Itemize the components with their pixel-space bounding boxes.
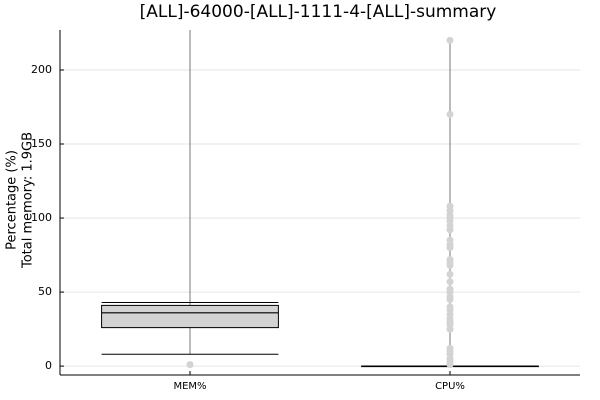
flier [446, 226, 454, 234]
y-axis-label: Total memory: 1.9GB [21, 132, 36, 269]
flier [446, 325, 454, 333]
y-tick-label: 150 [31, 137, 52, 150]
flier [446, 110, 454, 118]
chart-title: [ALL]-64000-[ALL]-1111-4-[ALL]-summary [140, 2, 497, 22]
flier [446, 36, 454, 44]
y-tick-label: 200 [31, 63, 52, 76]
y-tick-label: 0 [45, 359, 52, 372]
y-axis-label: Percentage (%) [5, 150, 20, 250]
flier [186, 361, 194, 369]
flier [446, 244, 454, 252]
y-tick-label: 100 [31, 211, 52, 224]
x-tick-label: CPU% [435, 381, 465, 392]
flier [446, 270, 454, 278]
flier [446, 278, 454, 286]
x-tick-label: MEM% [173, 381, 206, 392]
flier [446, 295, 454, 303]
flier [446, 361, 454, 369]
flier [446, 261, 454, 269]
box [101, 304, 279, 329]
y-tick-label: 50 [38, 285, 52, 298]
